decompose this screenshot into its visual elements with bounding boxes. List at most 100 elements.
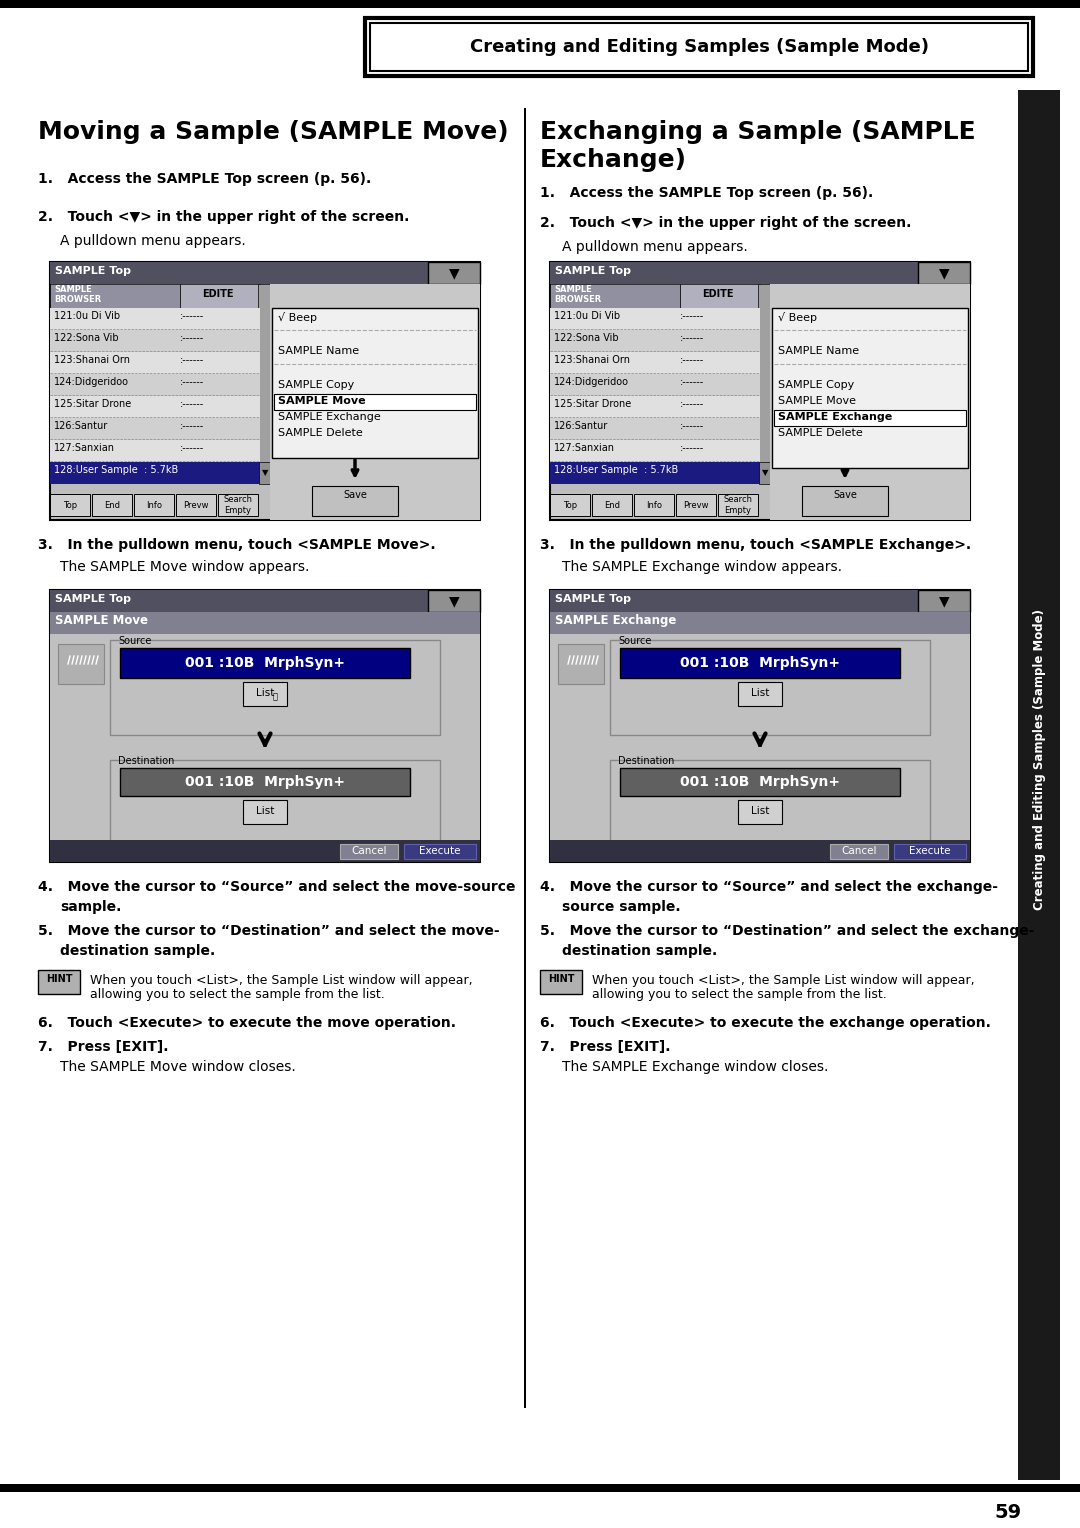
Text: 1.   Access the SAMPLE Top screen (p. 56).: 1. Access the SAMPLE Top screen (p. 56). [38,173,372,186]
Text: Top: Top [63,501,77,509]
Bar [50,590,428,613]
Bar [620,648,900,678]
Bar [772,309,968,468]
Text: Encode: Encode [827,397,863,406]
Text: ▼: ▼ [761,469,768,477]
Text: The SAMPLE Move window closes.: The SAMPLE Move window closes. [60,1060,296,1074]
Bar [92,494,132,516]
Text: 5.   Move the cursor to “Destination” and select the move-: 5. Move the cursor to “Destination” and … [38,924,500,938]
Text: :------: :------ [180,443,204,452]
Text: 122:Sona Vib: 122:Sona Vib [54,333,119,342]
Text: Top: Top [563,501,577,509]
Text: EDITE: EDITE [202,289,233,299]
Text: :------: :------ [680,422,704,431]
Bar [802,486,888,516]
Text: 6.   Touch <Execute> to execute the move operation.: 6. Touch <Execute> to execute the move o… [38,1016,456,1030]
Text: Destination: Destination [118,756,174,766]
Bar [50,840,480,862]
Text: 3.   In the pulldown menu, touch <SAMPLE Move>.: 3. In the pulldown menu, touch <SAMPLE M… [38,538,435,552]
Bar [550,419,760,440]
Bar [610,640,930,735]
Bar [50,590,480,862]
Text: SAMPLE Name: SAMPLE Name [778,345,859,356]
Text: 59: 59 [995,1504,1022,1522]
Bar [180,284,260,309]
Text: SAMPLE Top: SAMPLE Top [555,594,631,604]
Bar [120,648,410,678]
Text: The SAMPLE Move window appears.: The SAMPLE Move window appears. [60,559,309,575]
Text: 127:Sanxian: 127:Sanxian [54,443,114,452]
Text: Cancel: Cancel [841,847,877,856]
Text: 001 :10B  MrphSyn+: 001 :10B MrphSyn+ [680,656,840,669]
Text: 001 :10B  MrphSyn+: 001 :10B MrphSyn+ [680,775,840,788]
Bar [274,394,476,410]
Text: Cancel: Cancel [351,847,387,856]
Bar [50,440,260,461]
Text: EDITE: EDITE [702,289,733,299]
Text: Creating and Editing Samples (Sample Mode): Creating and Editing Samples (Sample Mod… [1032,610,1045,911]
Text: :------: :------ [680,377,704,387]
Text: Destination: Destination [618,756,674,766]
Text: Exchange): Exchange) [540,148,687,173]
Bar [758,284,770,465]
Text: End: End [604,501,620,509]
Text: HINT: HINT [548,973,575,984]
Text: SAMPLE Delete: SAMPLE Delete [278,428,363,439]
Bar [610,759,930,842]
Text: Execute: Execute [419,847,461,856]
Text: :------: :------ [180,333,204,342]
Text: SAMPLE Exchange: SAMPLE Exchange [778,413,892,422]
Bar [370,23,1028,70]
Text: destination sample.: destination sample. [60,944,215,958]
Bar [50,374,260,396]
Text: 127:Sanxian: 127:Sanxian [554,443,615,452]
Bar [550,494,590,516]
Bar [50,461,260,484]
Bar [50,396,260,419]
Text: allowing you to select the sample from the list.: allowing you to select the sample from t… [90,989,384,1001]
Bar [759,461,771,484]
Text: :------: :------ [680,399,704,410]
Bar [428,261,480,284]
Bar [550,590,918,613]
Bar [272,309,478,458]
Text: The SAMPLE Exchange window closes.: The SAMPLE Exchange window closes. [562,1060,828,1074]
Text: 5.   Move the cursor to “Destination” and select the exchange-: 5. Move the cursor to “Destination” and … [540,924,1035,938]
Text: :------: :------ [180,312,204,321]
Text: SAMPLE Copy: SAMPLE Copy [278,380,354,390]
Text: :------: :------ [180,354,204,365]
Text: SAMPLE Name: SAMPLE Name [278,345,360,356]
Text: SAMPLE Top: SAMPLE Top [55,594,131,604]
Bar [310,393,400,442]
Text: Execute: Execute [909,847,950,856]
Text: 126:Santur: 126:Santur [554,422,608,431]
Text: Prevw: Prevw [684,501,708,509]
Bar [550,284,680,309]
Text: 123:Shanai Orn: 123:Shanai Orn [554,354,630,365]
Bar [738,681,782,706]
Bar [738,801,782,824]
Bar [259,461,271,484]
Bar [50,613,480,634]
Bar [894,843,966,859]
Text: SAMPLE
BROWSER: SAMPLE BROWSER [54,286,102,304]
Text: allowing you to select the sample from the list.: allowing you to select the sample from t… [592,989,887,1001]
Bar [110,759,440,842]
Text: SAMPLE Move: SAMPLE Move [55,614,148,626]
Bar [550,590,970,862]
Bar [50,309,260,330]
Bar [365,18,1032,76]
Bar [176,494,216,516]
Bar [718,494,758,516]
Bar [50,419,260,440]
Bar [50,261,480,520]
Bar [120,769,410,796]
Text: ▼: ▼ [448,266,459,280]
Bar [110,640,440,735]
Text: SAMPLE Move: SAMPLE Move [278,396,366,406]
Text: SAMPLE Delete: SAMPLE Delete [778,428,863,439]
Text: 001 :10B  MrphSyn+: 001 :10B MrphSyn+ [185,775,345,788]
Text: Exchanging a Sample (SAMPLE: Exchanging a Sample (SAMPLE [540,121,975,144]
Text: Save: Save [833,490,856,500]
Bar [540,970,582,995]
